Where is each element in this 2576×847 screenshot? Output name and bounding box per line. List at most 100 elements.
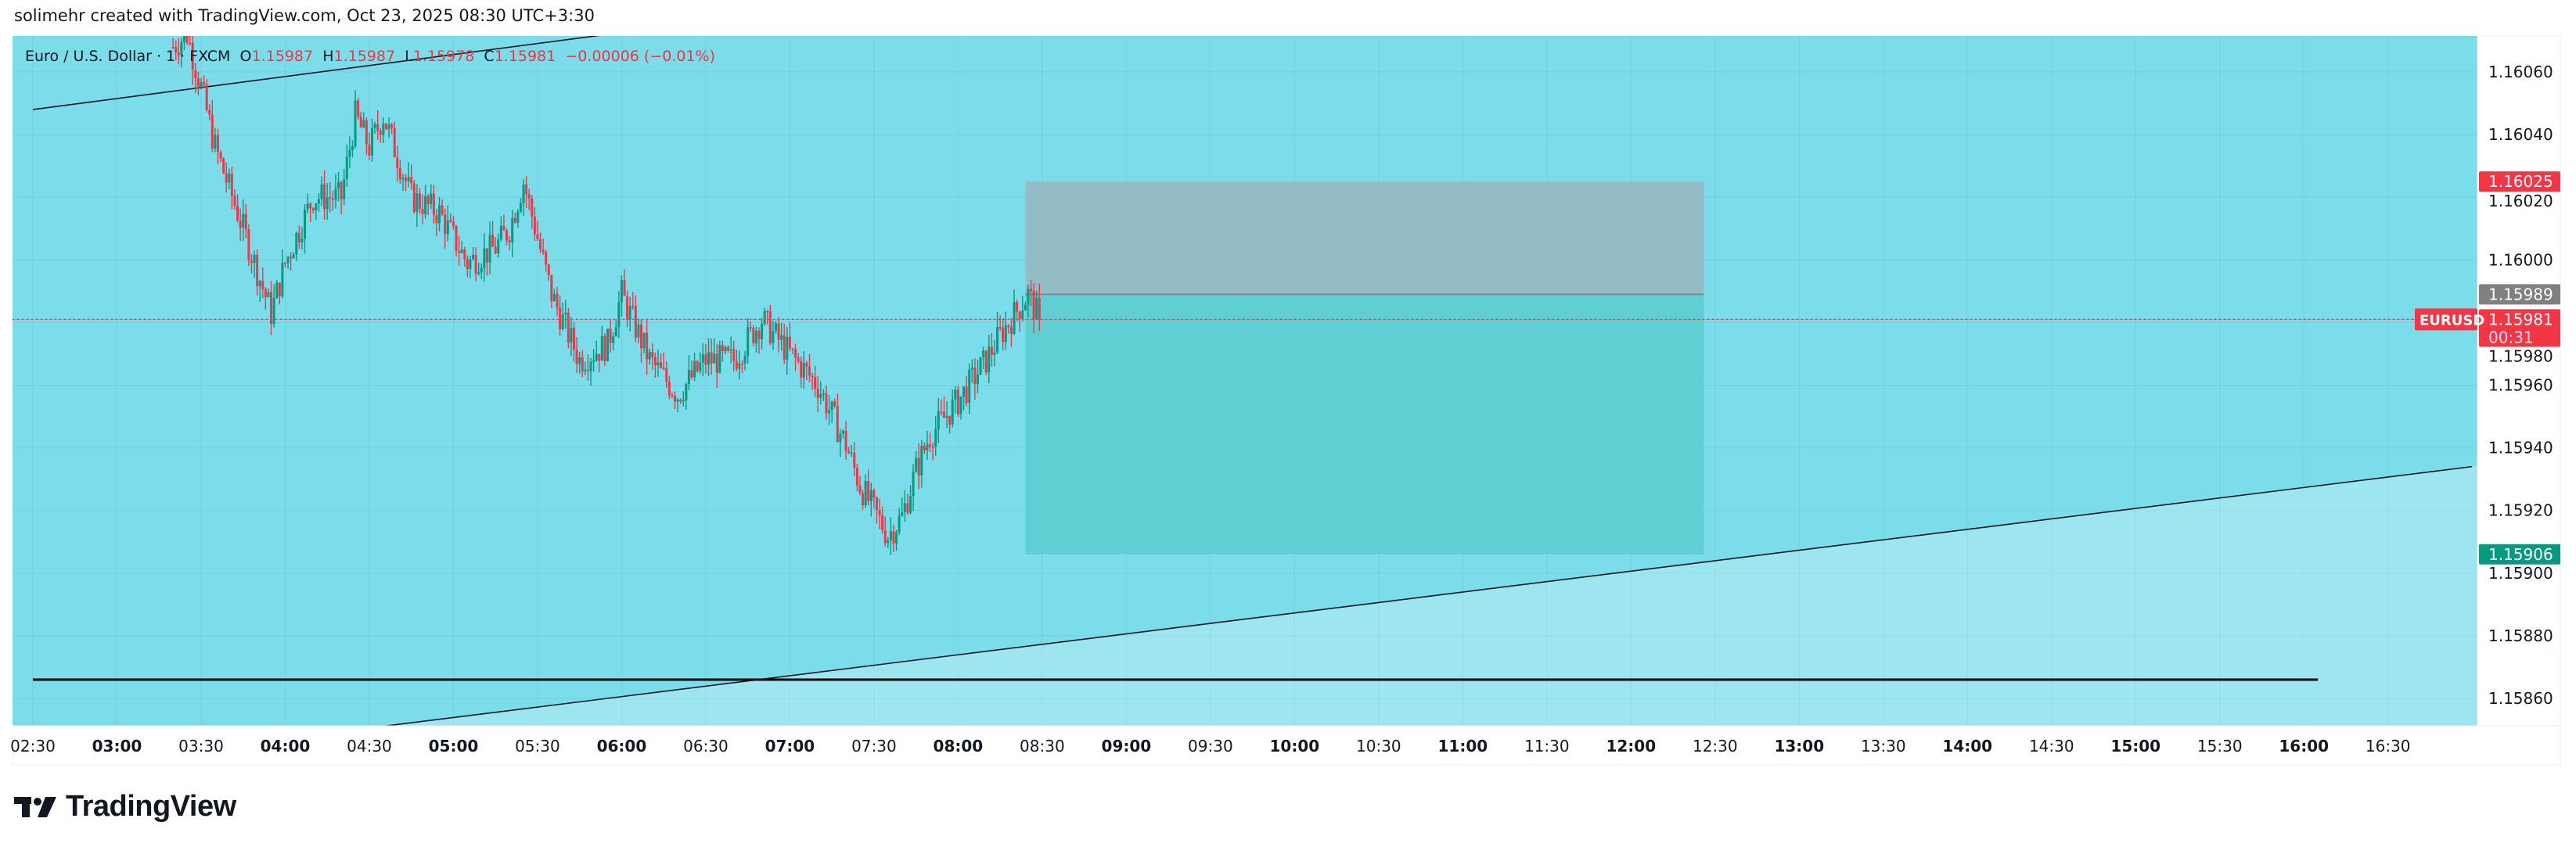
candle-body [326, 197, 329, 210]
candle-body [687, 370, 690, 384]
time-tick: 09:00 [1102, 737, 1152, 755]
candle-body [545, 251, 548, 265]
candle-body [320, 184, 323, 199]
time-tick: 14:30 [2029, 737, 2074, 755]
trendline-2 [382, 465, 2473, 726]
candle-body [998, 327, 1002, 328]
candle-body [1024, 304, 1027, 311]
candle-body [390, 124, 394, 128]
candle-body [191, 43, 194, 70]
candle-body [805, 363, 808, 367]
candle-body [396, 156, 399, 169]
time-tick: 11:30 [1524, 737, 1570, 755]
candle-body [642, 332, 646, 349]
chart-canvas[interactable]: 1.16060 1.16040 1.16020 1.16000 1.15980 1.159… [0, 0, 2576, 782]
candle-body [499, 225, 502, 240]
candle-body [438, 205, 441, 224]
candle-body [836, 406, 839, 443]
entry-price-label: 1.15989 [2488, 285, 2553, 303]
candle-body [547, 264, 550, 275]
candle-body [609, 328, 612, 343]
candle-body [485, 248, 488, 263]
candle-body [449, 220, 452, 222]
candle-body [472, 254, 475, 260]
time-axis [12, 725, 2561, 766]
candle-body [519, 203, 522, 212]
candle-body [802, 363, 805, 378]
candle-body [970, 368, 973, 370]
price-tick: 1.15920 [2488, 501, 2553, 520]
price-axis [2477, 35, 2561, 727]
candle-body [816, 388, 819, 398]
candle-body [855, 468, 858, 486]
candle-body [233, 196, 236, 206]
candle-body [270, 292, 273, 325]
candle-body [575, 350, 578, 364]
candle-body [435, 214, 438, 224]
candle-body [637, 324, 640, 338]
time-tick: 14:00 [1942, 737, 1992, 755]
candle-body [864, 481, 867, 506]
candle-body [811, 375, 814, 377]
candle-body [250, 260, 253, 264]
candle-body [258, 281, 261, 287]
candle-body [906, 503, 909, 513]
candle-body [1030, 289, 1033, 291]
candle-body [965, 386, 968, 404]
time-tick: 15:00 [2110, 737, 2160, 755]
symbol-tag: EURUSD [2419, 312, 2484, 328]
candle-body [264, 289, 267, 297]
candle-body [210, 114, 214, 149]
candle-body [920, 446, 923, 476]
candle-body [589, 361, 592, 371]
candle-body [1007, 325, 1010, 328]
candle-body [732, 349, 736, 361]
time-tick: 07:30 [851, 737, 897, 755]
candle-body [674, 396, 677, 402]
candle-body [847, 451, 851, 454]
candle-body [345, 156, 348, 180]
candle-body [662, 368, 665, 370]
symbol-name[interactable]: Euro / U.S. Dollar · 1 · FXCM [25, 48, 231, 65]
candle-body [357, 100, 360, 117]
candle-body [387, 124, 390, 130]
candle-body [908, 496, 912, 513]
current-price-label-bg [2479, 309, 2560, 347]
candle-body [354, 100, 357, 146]
candle-body [743, 355, 747, 364]
time-tick: 13:30 [1861, 737, 1906, 755]
candle-body [219, 152, 222, 159]
candle-body [982, 350, 985, 357]
candle-body [474, 254, 477, 275]
candle-body [631, 306, 635, 307]
candle-body [261, 281, 264, 289]
candle-body [892, 531, 895, 544]
candle-body [561, 314, 564, 329]
candle-body [516, 211, 520, 223]
candle-body [311, 208, 315, 210]
candle-body [640, 324, 643, 349]
candle-body [424, 196, 427, 214]
candle-body [634, 306, 637, 338]
candle-body [1018, 311, 1021, 319]
candle-body [1013, 302, 1016, 335]
time-tick: 02:30 [10, 737, 56, 755]
candle-body [502, 225, 505, 231]
time-tick: 11:00 [1437, 737, 1488, 755]
candle-body [667, 382, 671, 396]
candle-body [286, 257, 290, 264]
candle-body [825, 393, 828, 414]
candle-body [228, 173, 231, 183]
candle-body [1035, 298, 1038, 320]
candle-body [844, 430, 847, 452]
candle-body [931, 447, 934, 448]
time-tick: 10:30 [1356, 737, 1401, 755]
candle-body [205, 84, 208, 110]
candle-body [979, 357, 982, 375]
candle-body [444, 214, 447, 235]
candle-body [304, 209, 307, 239]
tradingview-logo[interactable]: TradingView [14, 790, 236, 824]
candle-body [657, 362, 660, 365]
candle-body [536, 234, 539, 239]
candle-body [174, 47, 178, 53]
